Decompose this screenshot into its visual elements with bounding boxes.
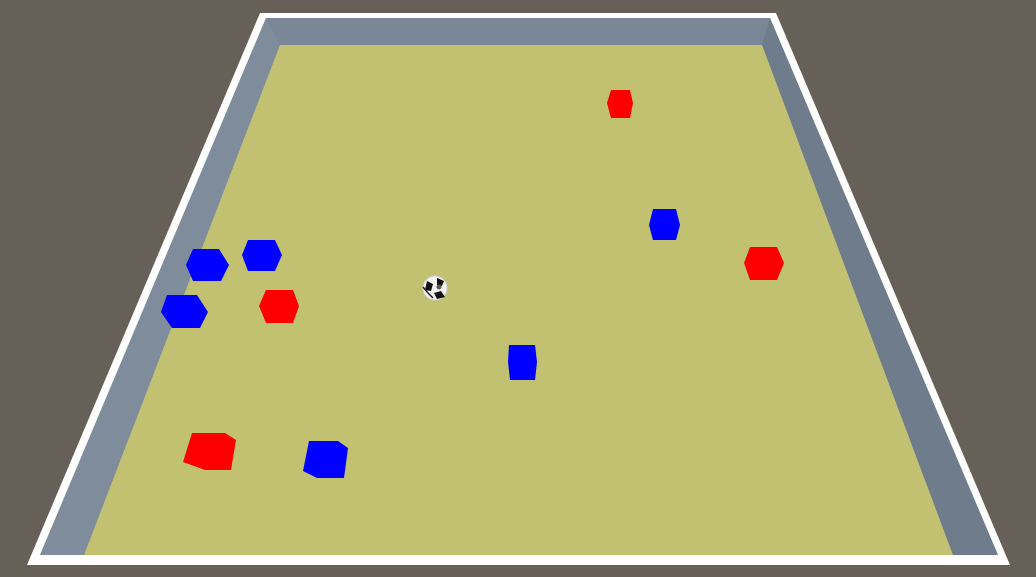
blue-team xyxy=(161,209,680,478)
blue-player xyxy=(186,249,229,281)
blue-player xyxy=(161,295,208,328)
red-team xyxy=(183,90,784,470)
field-floor xyxy=(84,45,953,555)
blue-player xyxy=(242,240,282,271)
red-player xyxy=(259,290,299,323)
wall-inner-top xyxy=(266,18,770,45)
soccer-ball xyxy=(422,275,448,301)
blue-player xyxy=(508,345,537,380)
red-player xyxy=(607,90,633,118)
blue-player xyxy=(649,209,680,240)
red-player xyxy=(744,247,784,280)
wall-inner-left xyxy=(40,18,280,555)
blue-player xyxy=(303,441,348,478)
red-player xyxy=(183,433,236,470)
wall-inner-right xyxy=(762,18,998,555)
